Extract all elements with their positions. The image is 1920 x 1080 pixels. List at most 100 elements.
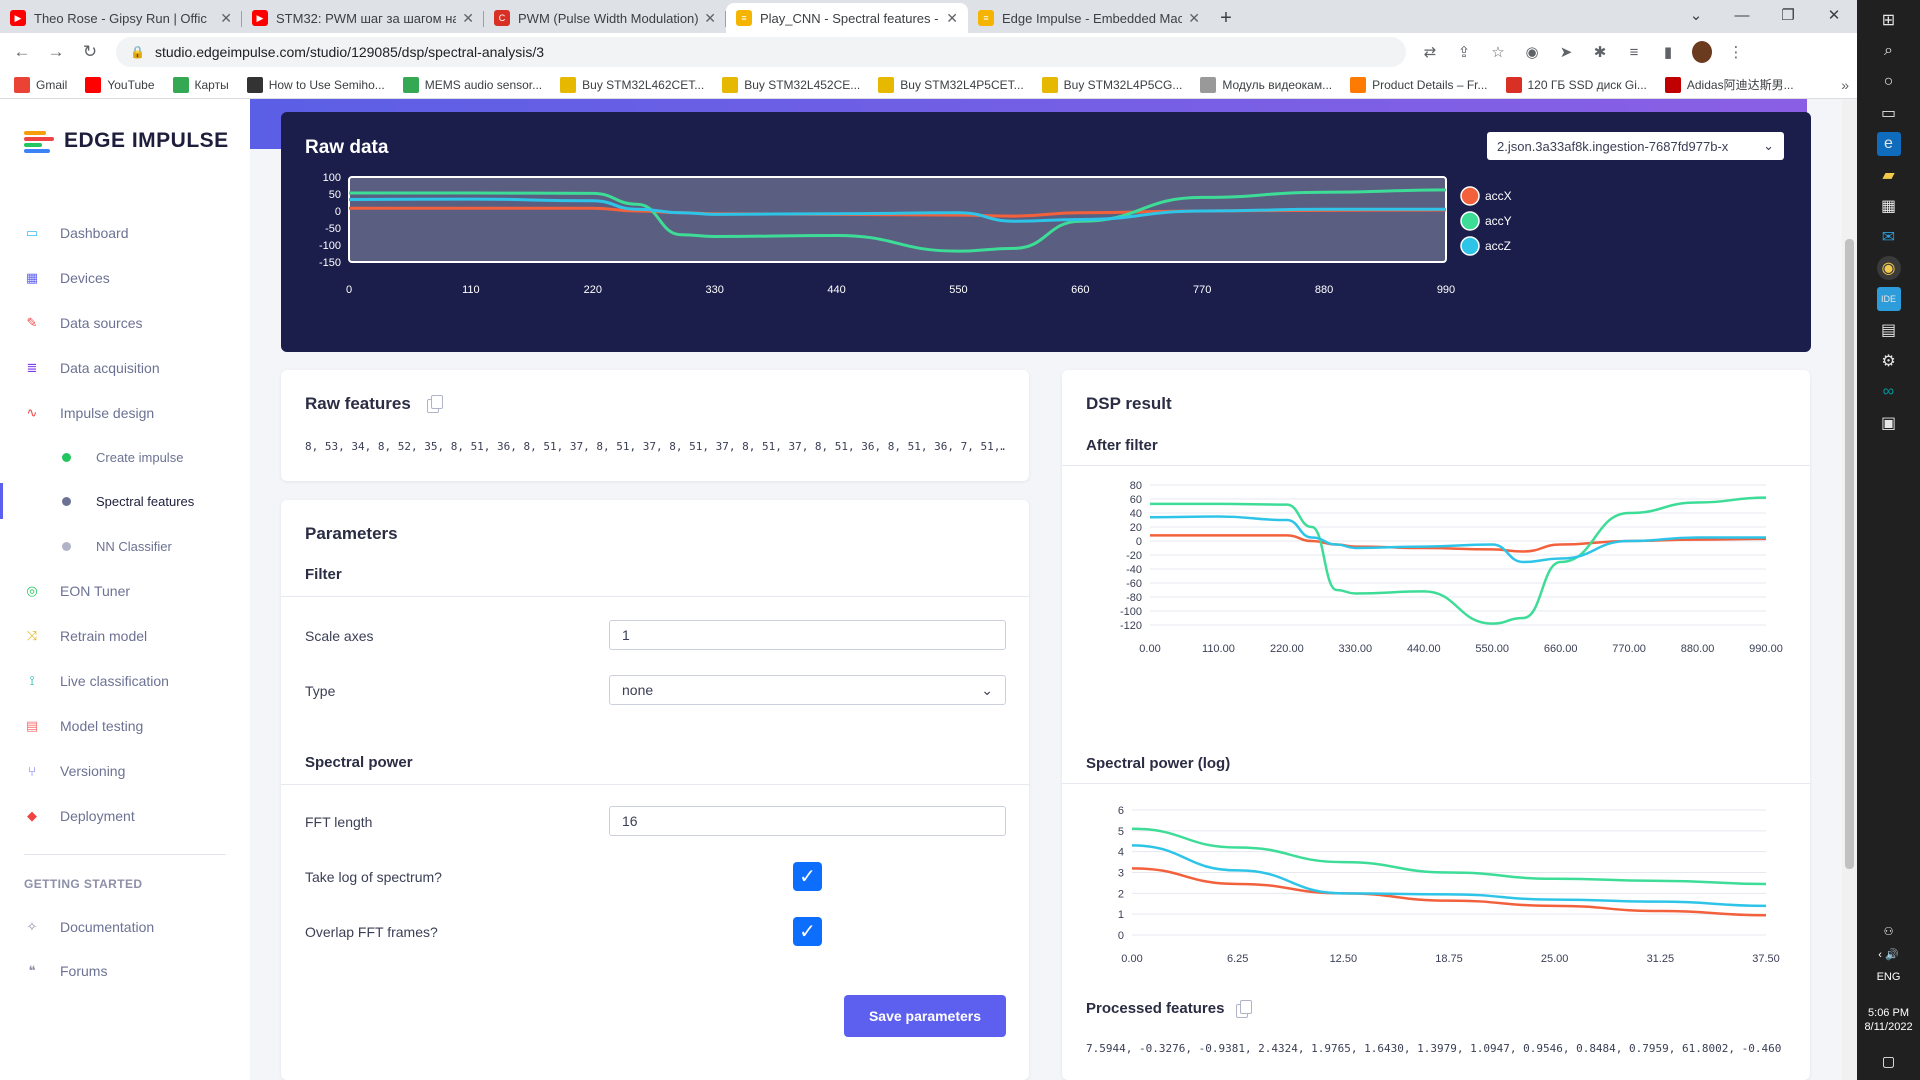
new-tab-button[interactable]: + — [1220, 6, 1232, 29]
bookmark-item[interactable]: Gmail — [14, 76, 68, 93]
close-tab-icon[interactable]: ✕ — [462, 9, 474, 26]
chrome-icon[interactable]: ◉ — [1876, 256, 1901, 280]
restore-icon[interactable]: ❐ — [1781, 7, 1795, 24]
back-icon[interactable]: ← — [13, 42, 31, 61]
close-window-icon[interactable]: ✕ — [1827, 7, 1841, 24]
sidebar-item[interactable]: ❝ Forums — [0, 953, 250, 989]
bookmark-star-icon[interactable]: ☆ — [1491, 44, 1505, 61]
browser-tab[interactable]: ▶ Theo Rose - Gipsy Run | Offic ✕ — [0, 3, 242, 33]
lock-icon[interactable]: 🔒 — [130, 45, 145, 59]
scrollbar-thumb[interactable] — [1845, 239, 1854, 869]
arduino-icon[interactable]: ∞ — [1882, 383, 1895, 400]
bookmark-item[interactable]: 120 ГБ SSD диск Gi... — [1505, 76, 1647, 93]
sidebar-subitem[interactable]: Spectral features — [0, 483, 250, 519]
address-bar[interactable]: 🔒 studio.edgeimpulse.com/studio/129085/d… — [116, 37, 1406, 67]
store-icon[interactable]: ▦ — [1880, 198, 1897, 215]
close-tab-icon[interactable]: ✕ — [946, 9, 958, 26]
extension-icon[interactable]: ◉ — [1525, 44, 1539, 61]
bookmark-item[interactable]: Adidas阿迪达斯男... — [1664, 76, 1794, 93]
x-tick-label: 25.00 — [1541, 953, 1569, 965]
sidebar-item[interactable]: ⤨ Retrain model — [0, 618, 250, 654]
clock-date[interactable]: 8/11/2022 — [1864, 1021, 1913, 1033]
type-select[interactable]: none ⌄ — [609, 675, 1006, 705]
bookmark-item[interactable]: Buy STM32L452CE... — [722, 76, 860, 93]
browser-tab[interactable]: ≡ Edge Impulse - Embedded Mach ✕ — [968, 3, 1210, 33]
puzzle-icon[interactable]: ✱ — [1593, 44, 1607, 61]
browser-tab[interactable]: C PWM (Pulse Width Modulation) i ✕ — [484, 3, 726, 33]
bookmark-item[interactable]: YouTube — [85, 76, 155, 93]
edge-browser-icon[interactable]: e — [1876, 132, 1901, 156]
windows-start-icon[interactable]: ⊞ — [1881, 12, 1896, 29]
parameters-title: Parameters — [305, 524, 398, 543]
sidebar-item[interactable]: ✧ Documentation — [0, 909, 250, 945]
sidebar-item[interactable]: ▭ Dashboard — [0, 215, 250, 251]
send-icon[interactable]: ➤ — [1559, 44, 1573, 61]
take-log-checkbox[interactable]: ✓ — [793, 862, 822, 891]
folder-icon[interactable]: ▰ — [1882, 167, 1895, 184]
close-tab-icon[interactable]: ✕ — [704, 9, 716, 26]
sidebar-item[interactable]: ✎ Data sources — [0, 305, 250, 341]
share-icon[interactable]: ⇪ — [1457, 44, 1471, 61]
menu-icon[interactable]: ⋮ — [1728, 44, 1744, 61]
tab-search-icon[interactable]: ⌄ — [1689, 7, 1703, 24]
status-dot-icon — [62, 541, 71, 551]
search-icon[interactable]: ⌕ — [1884, 42, 1893, 59]
translate-icon[interactable]: ⇄ — [1423, 44, 1437, 61]
logo[interactable]: EDGE IMPULSE — [24, 129, 229, 153]
mail-icon[interactable]: ✉ — [1881, 229, 1896, 246]
calculator-icon[interactable]: ▤ — [1880, 322, 1897, 339]
sidebar-item[interactable]: ∿ Impulse design — [0, 395, 250, 431]
bookmark-item[interactable]: Buy STM32L462CET... — [560, 76, 704, 93]
sidebar-item[interactable]: ◆ Deployment — [0, 798, 250, 834]
close-tab-icon[interactable]: ✕ — [1188, 9, 1200, 26]
page-scrollbar[interactable] — [1842, 99, 1857, 1080]
sidebar-item[interactable]: ⑂ Versioning — [0, 753, 250, 789]
bookmark-item[interactable]: How to Use Semiho... — [246, 76, 385, 93]
bookmark-item[interactable]: Buy STM32L4P5CG... — [1041, 76, 1182, 93]
settings-gear-icon[interactable]: ⚙ — [1881, 353, 1896, 370]
scale-axes-input[interactable]: 1 — [609, 620, 1006, 650]
language-indicator[interactable]: ENG — [1876, 971, 1901, 983]
sidebar-item[interactable]: ▤ Model testing — [0, 708, 250, 744]
bookmark-item[interactable]: Buy STM32L4P5CET... — [878, 76, 1024, 93]
bookmark-label: YouTube — [107, 77, 155, 92]
cortana-icon[interactable]: ○ — [1883, 73, 1894, 90]
overlap-fft-checkbox[interactable]: ✓ — [793, 917, 822, 946]
sidebar-subitem[interactable]: Create impulse — [0, 439, 250, 475]
minimize-icon[interactable]: — — [1734, 6, 1750, 24]
forward-icon[interactable]: → — [47, 42, 65, 61]
people-icon[interactable]: ⚇ — [1883, 926, 1894, 938]
volume-icon[interactable]: ‹ 🔊 — [1878, 949, 1899, 961]
side-panel-icon[interactable]: ▮ — [1663, 44, 1673, 61]
sidebar-item[interactable]: ⟟ Live classification — [0, 663, 250, 699]
sidebar-item[interactable]: ◎ EON Tuner — [0, 573, 250, 609]
browser-tab-active[interactable]: ≡ Play_CNN - Spectral features - Ec ✕ — [726, 3, 968, 33]
bookmark-item[interactable]: Product Details – Fr... — [1350, 76, 1488, 93]
copy-icon[interactable] — [1236, 1000, 1252, 1018]
terminal-icon[interactable]: ▣ — [1880, 415, 1897, 432]
sample-select[interactable]: 2.json.3a33af8k.ingestion-7687fd977b-x ⌄ — [1487, 132, 1784, 160]
bookmark-item[interactable]: Карты — [172, 76, 229, 93]
ide-icon[interactable]: IDE — [1876, 287, 1901, 311]
more-bookmarks-icon[interactable]: » — [1841, 77, 1849, 93]
chevron-down-icon: ⌄ — [1763, 138, 1774, 153]
reload-icon[interactable]: ↻ — [82, 42, 98, 61]
x-tick-label: 6.25 — [1227, 953, 1248, 965]
save-parameters-button[interactable]: Save parameters — [844, 995, 1006, 1037]
task-view-icon[interactable]: ▭ — [1880, 105, 1897, 122]
take-log-label: Take log of spectrum? — [305, 869, 442, 885]
copy-icon[interactable] — [427, 395, 443, 413]
browser-tab[interactable]: ▶ STM32: PWM шаг за шагом на S ✕ — [242, 3, 484, 33]
bookmark-item[interactable]: Модуль видеокам... — [1200, 76, 1332, 93]
sidebar-subitem[interactable]: NN Classifier — [0, 528, 250, 564]
notifications-icon[interactable]: ▢ — [1881, 1053, 1896, 1069]
reading-list-icon[interactable]: ≡ — [1629, 43, 1639, 61]
close-tab-icon[interactable]: ✕ — [220, 9, 232, 26]
sidebar-item[interactable]: ▦ Devices — [0, 260, 250, 296]
clock-time[interactable]: 5:06 PM — [1868, 1007, 1909, 1019]
fft-length-input[interactable]: 16 — [609, 806, 1006, 836]
bookmark-item[interactable]: MEMS audio sensor... — [402, 76, 542, 93]
profile-avatar[interactable] — [1692, 41, 1712, 63]
bookmark-label: Gmail — [36, 77, 68, 92]
sidebar-item[interactable]: ≣ Data acquisition — [0, 350, 250, 386]
